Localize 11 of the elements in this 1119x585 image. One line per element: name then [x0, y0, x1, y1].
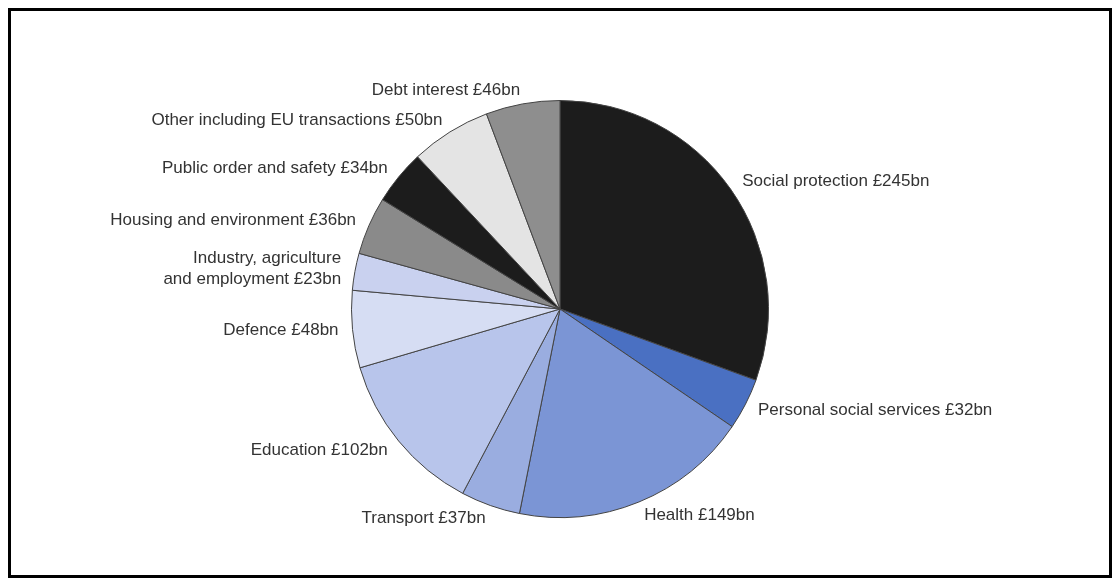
slice-label: Education £102bn	[250, 439, 388, 459]
slice-label: Transport £37bn	[361, 508, 486, 528]
slice-label: Social protection £245bn	[742, 171, 930, 191]
slice-label: Debt interest £46bn	[371, 79, 521, 99]
slice-label: Housing and environment £36bn	[110, 209, 357, 229]
slice-label: Health £149bn	[644, 504, 755, 524]
slice-label: Industry, agriculture and employment £23bn	[163, 248, 342, 289]
slice-label: Other including EU transactions £50bn	[151, 109, 443, 129]
slice-label: Public order and safety £34bn	[161, 157, 388, 177]
slice-label: Defence £48bn	[223, 320, 339, 340]
slice-label: Personal social services £32bn	[757, 400, 993, 420]
